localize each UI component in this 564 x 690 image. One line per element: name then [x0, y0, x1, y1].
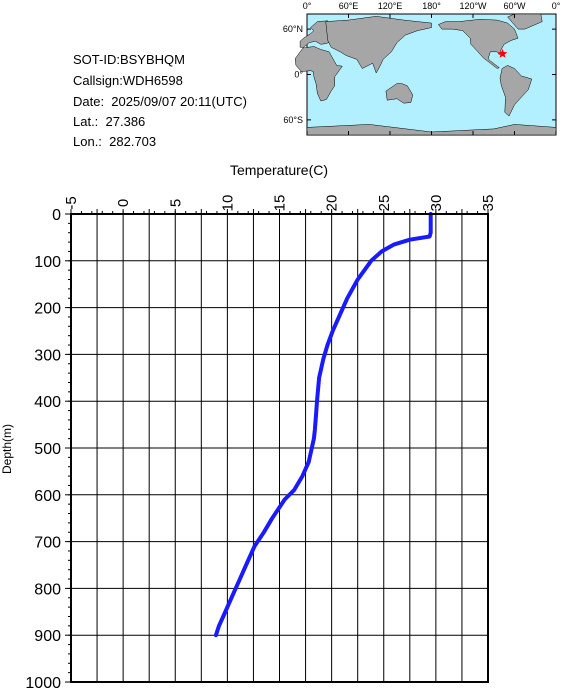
x-axis-title: Temperature(C)	[230, 162, 328, 178]
y-tick-labels: 0 100 200 300 400 500 600 700 800 900 1000	[25, 207, 61, 690]
y-tick-label: 1000	[25, 675, 61, 690]
x-tick-label: 35	[480, 195, 497, 212]
map-lon-label: 120°E	[378, 1, 403, 11]
sot-id-label: SOT-ID:BSYBHQM	[73, 52, 185, 67]
map-lon-label: 60°E	[339, 1, 359, 11]
map-land	[294, 13, 557, 136]
location-marker	[497, 48, 508, 58]
x-tick-label: -5	[63, 196, 80, 209]
x-tick-label: 30	[428, 195, 445, 212]
y-tick-label: 500	[34, 441, 61, 458]
x-tick-labels: -5 0 5 10 15 20 25 30 35	[63, 195, 497, 212]
world-map: 0° 60°E 120°E 180° 120°W 60°W 0° 60°N 0° 60°S	[283, 1, 561, 136]
plot-frame	[70, 213, 489, 683]
y-tick-label: 0	[52, 207, 61, 224]
y-tick-label: 600	[34, 488, 61, 505]
europe-landmass	[299, 20, 336, 48]
callsign-label: Callsign:WDH6598	[73, 73, 183, 88]
y-tick-label: 300	[34, 347, 61, 364]
latitude-label: Lat.: 27.386	[73, 114, 146, 129]
map-lon-label: 120°W	[459, 1, 487, 11]
map-lon-label: 0°	[303, 1, 312, 11]
profile-chart: Temperature(C) Depth(m) -5 0 5 10 15 20 25 30 35…	[0, 162, 497, 690]
y-tick-label: 400	[34, 394, 61, 411]
tick-marks	[65, 209, 489, 683]
x-tick-label: 10	[219, 195, 236, 212]
x-tick-label: 15	[272, 195, 289, 212]
y-tick-label: 700	[34, 535, 61, 552]
africa-landmass	[294, 46, 343, 102]
y-tick-label: 800	[34, 581, 61, 598]
map-lat-label: 60°S	[283, 115, 303, 125]
y-tick-label: 200	[34, 301, 61, 318]
map-lat-label: 0°	[294, 70, 303, 80]
longitude-label: Lon.: 282.703	[73, 134, 157, 149]
x-tick-label: 0	[115, 199, 132, 207]
x-tick-label: 5	[167, 199, 184, 207]
grid	[70, 213, 489, 683]
map-lon-label: 180°	[422, 1, 441, 11]
greenland-landmass	[507, 13, 543, 30]
asia-landmass	[325, 16, 432, 74]
map-lon-label: 60°W	[503, 1, 526, 11]
australia-landmass	[385, 83, 414, 104]
y-tick-label: 100	[34, 254, 61, 271]
map-lon-label: 0°	[552, 1, 561, 11]
map-lat-label: 60°N	[283, 24, 303, 34]
south-america-landmass	[499, 65, 533, 117]
y-axis-title: Depth(m)	[0, 424, 14, 474]
date-label: Date: 2025/09/07 20:11(UTC)	[73, 94, 247, 109]
y-tick-label: 900	[34, 628, 61, 645]
north-america-landmass	[438, 19, 519, 69]
temperature-profile-line	[213, 212, 433, 638]
x-tick-label: 25	[376, 195, 393, 212]
x-tick-label: 20	[324, 195, 341, 212]
